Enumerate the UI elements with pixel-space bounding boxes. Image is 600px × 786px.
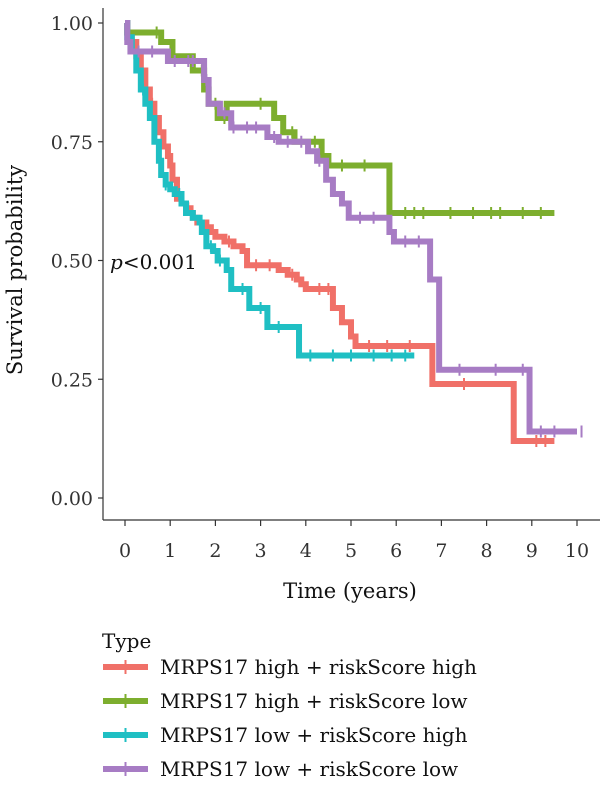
x-tick-label: 3 [255,540,267,562]
x-tick-label: 4 [300,540,312,562]
legend-items: MRPS17 high + riskScore high MRPS17 high … [103,655,477,781]
legend-label: MRPS17 low + riskScore low [160,757,458,781]
y-axis-ticks: 0.00 0.25 0.50 0.75 1.00 [51,13,103,510]
y-tick-label: 1.00 [51,13,93,35]
y-axis-title: Survival probability [3,165,27,375]
legend-title: Type [102,629,151,653]
x-tick-label: 5 [345,540,357,562]
y-tick-label: 0.75 [51,132,93,154]
legend-item: MRPS17 high + riskScore low [103,689,468,713]
survival-curve [124,20,555,444]
x-tick-label: 8 [481,540,493,562]
legend-label: MRPS17 high + riskScore high [160,655,477,679]
y-tick-label: 0.25 [51,369,93,391]
legend-item: MRPS17 low + riskScore low [103,757,458,781]
survival-curve [124,20,555,216]
x-tick-label: 2 [209,540,221,562]
legend-item: MRPS17 high + riskScore high [103,655,477,679]
x-tick-label: 6 [390,540,402,562]
p-value-text: <0.001 [123,250,197,274]
series-mrps17-low-riskscore-high [124,20,415,362]
y-tick-label: 0.50 [51,251,93,273]
series-mrps17-high-riskscore-high [124,20,555,447]
legend-label: MRPS17 high + riskScore low [160,689,468,713]
x-tick-label: 0 [119,540,131,562]
x-tick-label: 7 [435,540,447,562]
survival-curve [124,20,577,435]
series-layer [124,20,583,447]
legend-item: MRPS17 low + riskScore high [103,723,468,747]
series-mrps17-high-riskscore-low [124,20,555,219]
x-tick-label: 9 [526,540,538,562]
x-tick-label: 1 [164,540,176,562]
p-value-annotation: p<0.001 [110,250,197,274]
legend: Type MRPS17 high + riskScore highMRPS17 … [102,629,477,781]
legend-label: MRPS17 low + riskScore high [160,723,468,747]
plot-area: 0.00 0.25 0.50 0.75 1.00 0 1 2 3 4 5 6 7 8 9 10 p<0.00… [51,8,600,562]
y-tick-label: 0.00 [51,488,93,510]
x-axis-ticks: 0 1 2 3 4 5 6 7 8 9 10 [119,520,589,562]
x-axis-title: Time (years) [283,579,417,603]
x-tick-label: 10 [565,540,589,562]
series-mrps17-low-riskscore-low [124,20,583,438]
p-value-symbol: p [110,250,123,274]
survival-curve [124,20,415,359]
